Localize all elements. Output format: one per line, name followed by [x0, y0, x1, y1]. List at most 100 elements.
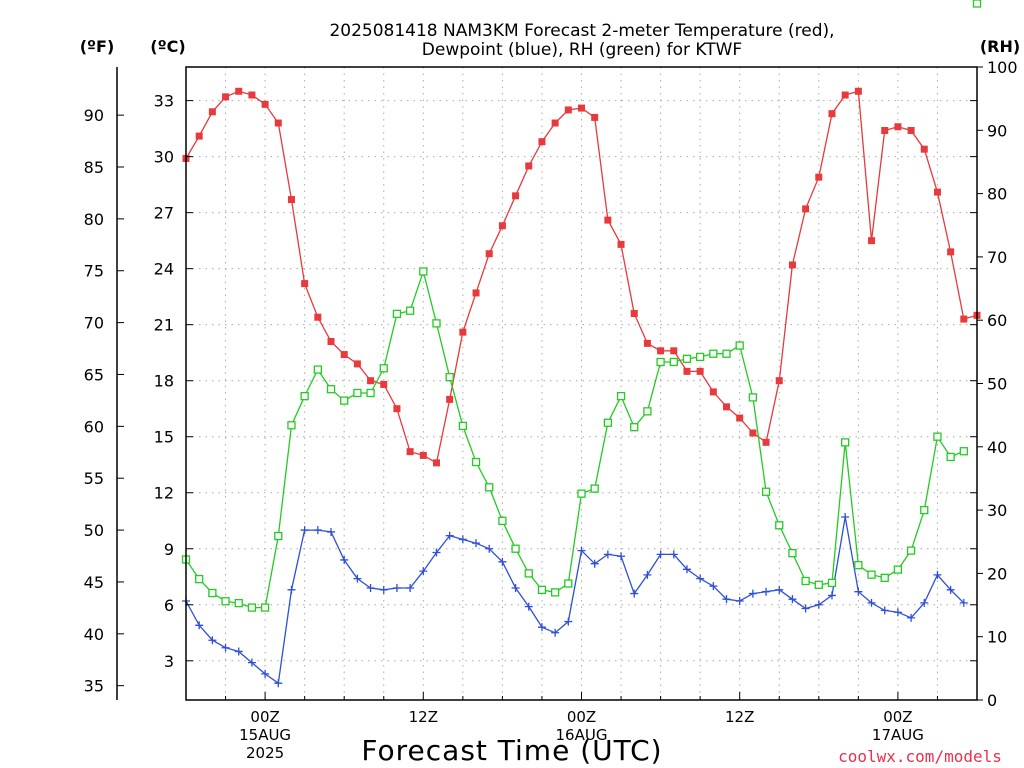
data-point — [959, 447, 968, 456]
data-point — [313, 365, 322, 374]
data-point — [603, 418, 613, 427]
data-point — [723, 403, 731, 411]
data-point — [867, 570, 876, 579]
data-point — [696, 574, 705, 583]
data-point — [538, 138, 546, 146]
series-line — [185, 269, 965, 609]
data-point — [353, 574, 362, 583]
data-point — [735, 341, 744, 350]
x-tick-label: 12Z — [725, 708, 754, 726]
axes-layer: 3 6 9 12 15 18 21 24 27 30 33 35 40 45 50 55 60 65 70 75 80 8… — [84, 58, 1018, 762]
data-point — [748, 589, 757, 598]
x-tick-label: 16AUG — [556, 726, 608, 744]
data-point — [577, 489, 586, 498]
rh-unit-label: (RH) — [980, 37, 1020, 56]
data-point — [366, 583, 375, 592]
data-point — [814, 580, 823, 589]
data-point — [537, 623, 546, 632]
fahrenheit-tick-label: 35 — [84, 677, 104, 696]
data-point — [709, 582, 718, 591]
data-point — [234, 647, 243, 656]
data-point — [735, 597, 744, 606]
data-point — [287, 196, 295, 204]
data-point — [247, 603, 257, 612]
data-point — [340, 555, 349, 564]
data-point — [564, 617, 573, 626]
data-point — [722, 595, 731, 604]
data-point — [616, 392, 626, 401]
data-point — [775, 585, 784, 594]
rh-tick-label: 10 — [987, 628, 1007, 647]
celsius-tick-label: 33 — [154, 92, 174, 111]
data-point — [893, 565, 903, 574]
data-point — [485, 483, 494, 492]
rh-tick-label: 40 — [987, 438, 1007, 457]
data-point — [564, 579, 573, 588]
celsius-tick-label: 27 — [154, 204, 174, 223]
data-point — [696, 352, 705, 362]
data-point — [524, 602, 533, 611]
x-tick-label: 2025 — [246, 744, 284, 762]
chart-title-line-1: 2025081418 NAM3KM Forecast 2-meter Tempe… — [329, 21, 834, 41]
data-point — [762, 438, 770, 446]
data-point — [551, 628, 560, 637]
data-point — [524, 569, 533, 578]
fahrenheit-tick-label: 40 — [84, 625, 104, 644]
celsius-tick-label: 15 — [154, 428, 174, 447]
data-point — [669, 357, 678, 367]
fahrenheit-tick-label: 50 — [84, 521, 104, 540]
data-point — [854, 587, 863, 596]
data-point — [683, 367, 691, 375]
data-point — [551, 119, 559, 127]
data-point — [868, 237, 876, 245]
data-point — [920, 598, 929, 607]
data-point — [788, 595, 797, 604]
data-point — [761, 487, 771, 496]
data-point — [327, 527, 336, 536]
data-point — [814, 600, 823, 609]
data-point — [841, 438, 850, 447]
data-point — [379, 585, 388, 594]
fahrenheit-tick-label: 65 — [84, 365, 104, 384]
data-point — [946, 452, 955, 462]
series-rh — [181, 0, 982, 612]
data-point — [709, 388, 717, 396]
data-point — [617, 552, 626, 561]
data-point — [261, 100, 269, 108]
data-point — [669, 550, 678, 559]
data-point — [261, 669, 270, 678]
data-point — [235, 87, 243, 95]
series-dewpoint — [182, 513, 968, 688]
celsius-tick-label: 30 — [154, 148, 174, 167]
data-point — [894, 123, 902, 131]
data-point — [221, 597, 230, 606]
data-point — [195, 574, 204, 584]
data-point — [630, 589, 639, 598]
data-point — [920, 505, 929, 515]
data-point — [696, 367, 704, 375]
data-point — [854, 87, 862, 95]
data-point — [393, 405, 401, 413]
data-point — [432, 459, 440, 467]
data-point — [392, 583, 401, 592]
x-tick-label: 00Z — [250, 708, 279, 726]
fahrenheit-tick-label: 80 — [84, 210, 104, 229]
data-point — [485, 544, 494, 553]
data-point — [657, 347, 665, 355]
data-point — [591, 113, 599, 121]
data-point — [459, 328, 467, 336]
data-point — [300, 392, 309, 401]
data-point — [947, 248, 955, 256]
fahrenheit-tick-label: 75 — [84, 262, 104, 281]
data-point — [248, 91, 256, 99]
data-point — [762, 587, 771, 596]
data-point — [406, 583, 415, 592]
celsius-tick-label: 6 — [164, 596, 174, 615]
data-point — [881, 126, 889, 134]
x-axis-title: Forecast Time (UTC) — [361, 734, 662, 767]
data-point — [353, 388, 362, 398]
data-point — [419, 267, 428, 276]
data-point — [380, 380, 388, 388]
data-point — [604, 216, 612, 224]
